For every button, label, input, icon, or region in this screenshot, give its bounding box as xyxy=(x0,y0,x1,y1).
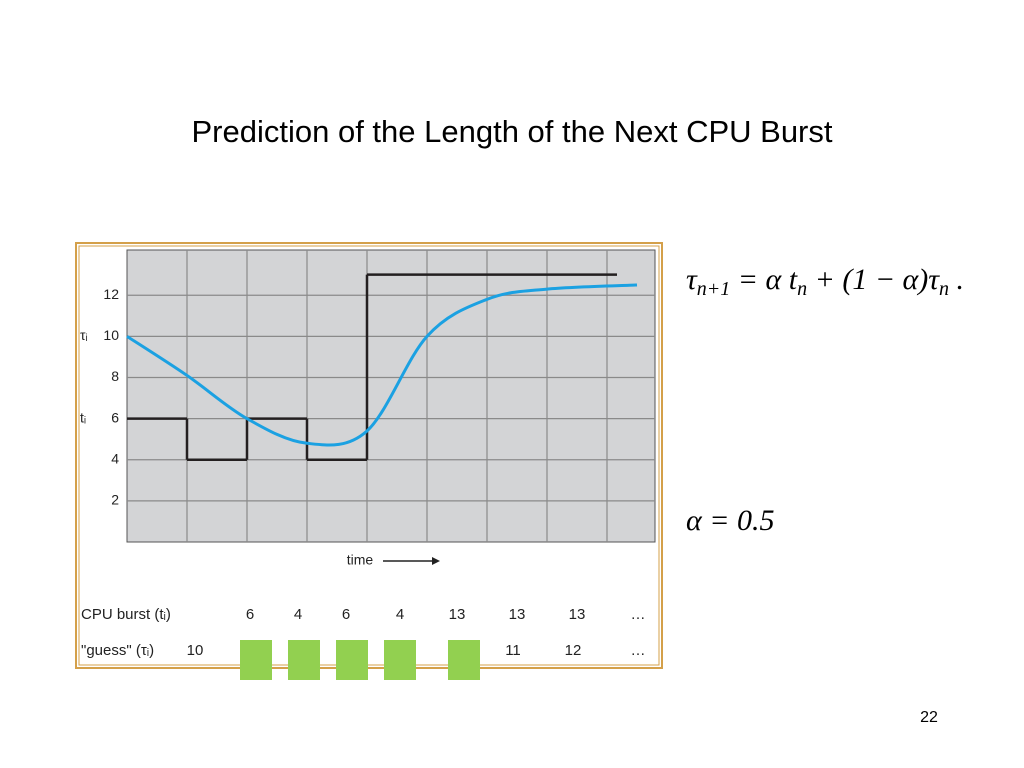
burst-cell: 13 xyxy=(509,606,526,623)
formula-sub: n+1 xyxy=(697,278,731,300)
row-label: CPU burst (tᵢ) xyxy=(81,606,171,623)
burst-cell: 13 xyxy=(449,606,466,623)
formula-part: τ xyxy=(686,263,698,296)
y-tick-label: 10 xyxy=(103,327,119,343)
y-tick-label: 2 xyxy=(111,492,119,508)
burst-cell: 6 xyxy=(342,606,350,623)
x-axis-label: time xyxy=(347,552,374,568)
burst-cell: 6 xyxy=(246,606,254,623)
alpha-value: α = 0.5 xyxy=(686,504,775,537)
burst-cell: 13 xyxy=(569,606,586,623)
ellipsis: … xyxy=(631,606,646,623)
plot: 2 4 6 8 10 12 τᵢ tᵢ time CPU burst (tᵢ) "guess" (τ… xyxy=(80,250,655,659)
guess-cell: 12 xyxy=(565,642,582,659)
y-tick-label: 4 xyxy=(111,450,119,466)
hidden-guess-box xyxy=(336,640,368,680)
formula-sub: n xyxy=(939,278,949,300)
slide-title: Prediction of the Length of the Next CPU… xyxy=(191,114,832,149)
burst-cell: 4 xyxy=(396,606,404,623)
formula-part: . xyxy=(949,263,964,296)
hidden-guess-box xyxy=(384,640,416,680)
y-tick-label: 8 xyxy=(111,368,119,384)
y-axis-label: tᵢ xyxy=(80,409,86,425)
ellipsis: … xyxy=(631,642,646,659)
guess-cell: 11 xyxy=(505,642,521,659)
guess-cell: 10 xyxy=(187,642,204,659)
burst-cell: 4 xyxy=(294,606,302,623)
y-axis-label: τᵢ xyxy=(80,327,88,343)
hidden-guess-box xyxy=(288,640,320,680)
guess-curve xyxy=(126,283,638,447)
row-label: "guess" (τᵢ) xyxy=(81,642,154,659)
page-number: 22 xyxy=(920,709,938,726)
formula-sub: n xyxy=(797,278,807,300)
chart-frame-inner xyxy=(78,245,660,666)
formula: τn+1 = α tn + (1 − α)τn . xyxy=(686,263,964,300)
hidden-guess-box xyxy=(448,640,480,680)
y-tick-label: 12 xyxy=(103,286,119,302)
hidden-guess-box xyxy=(240,640,272,680)
formula-part: = α t xyxy=(730,263,797,296)
y-tick-label: 6 xyxy=(111,409,119,425)
formula-part: + (1 − α)τ xyxy=(807,263,940,296)
x-arrow-head xyxy=(432,557,440,565)
